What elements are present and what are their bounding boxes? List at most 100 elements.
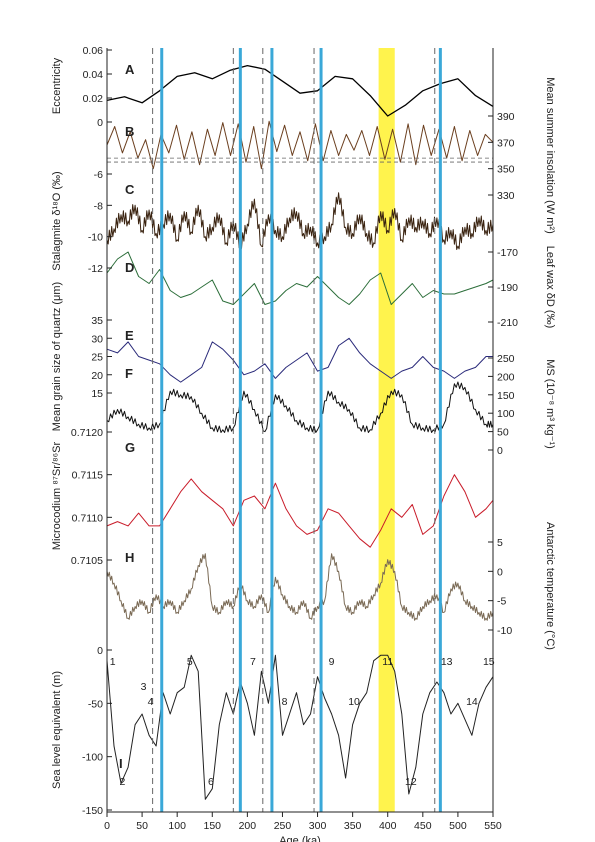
panel-D-tick-label: -210 bbox=[497, 317, 518, 329]
panel-H-tick-label: 0 bbox=[497, 566, 503, 578]
panel-letter-D: D bbox=[125, 260, 134, 275]
x-tick-label-450: 450 bbox=[414, 820, 432, 832]
vertical-marker-lines bbox=[152, 48, 442, 812]
panel-G-tick-label: 0.7105 bbox=[71, 555, 103, 567]
mis-label-14: 14 bbox=[466, 696, 478, 708]
mis-label-4: 4 bbox=[148, 696, 154, 708]
panel-G-tick-label: 0.7110 bbox=[72, 512, 103, 524]
panel-letter-C: C bbox=[125, 182, 135, 197]
panel-C-tick-label: -10 bbox=[88, 232, 103, 244]
panel-F-tick-label: 200 bbox=[497, 371, 515, 383]
mis-label-10: 10 bbox=[348, 696, 360, 708]
panel-B-ylabel: Mean summer insolation (W m²) bbox=[544, 77, 556, 233]
panel-E-tick-label: 20 bbox=[91, 370, 103, 382]
panel-D-tick-label: -170 bbox=[497, 247, 518, 259]
panel-C-tick-label: -12 bbox=[88, 263, 103, 275]
panel-E-tick-label: 35 bbox=[91, 315, 103, 327]
panel-A-tick-label: 0.04 bbox=[83, 69, 104, 81]
panel-letter-G: G bbox=[125, 440, 135, 455]
panel-E-tick-label: 15 bbox=[91, 388, 103, 400]
panel-E-tick-label: 25 bbox=[91, 352, 103, 364]
series-G bbox=[106, 474, 494, 548]
panel-H-tick-label: -5 bbox=[497, 596, 506, 608]
panel-letter-F: F bbox=[125, 366, 133, 381]
x-tick-label-100: 100 bbox=[168, 820, 186, 832]
series-C bbox=[106, 192, 494, 250]
mis-label-5: 5 bbox=[187, 656, 193, 668]
panel-B-tick-label: 390 bbox=[497, 111, 515, 123]
panel-F-tick-label: 150 bbox=[497, 390, 515, 402]
mis-label-2: 2 bbox=[120, 776, 126, 788]
panel-A-ylabel: Eccentricity bbox=[51, 57, 63, 114]
series-I bbox=[106, 654, 494, 800]
panel-I-tick-label: -150 bbox=[82, 805, 103, 817]
x-tick-label-300: 300 bbox=[309, 820, 327, 832]
panel-D-ylabel: Leaf wax δD (‰) bbox=[544, 246, 556, 329]
mis-label-13: 13 bbox=[441, 656, 453, 668]
panel-G-tick-label: 0.7115 bbox=[72, 470, 103, 482]
x-tick-label-0: 0 bbox=[104, 820, 110, 832]
panel-G-ylabel: Microcodium ⁸⁷Sr/⁸⁶Sr bbox=[51, 442, 63, 551]
panel-A-tick-label: 0.06 bbox=[83, 45, 104, 57]
panel-E-tick-label: 30 bbox=[91, 333, 103, 345]
panel-F-tick-label: 100 bbox=[497, 408, 515, 420]
x-tick-label-50: 50 bbox=[136, 820, 148, 832]
x-tick-label-150: 150 bbox=[204, 820, 222, 832]
panel-E-ylabel: Mean grain size of quartz (μm) bbox=[51, 282, 63, 431]
mis-label-9: 9 bbox=[329, 656, 335, 668]
x-tick-label-200: 200 bbox=[239, 820, 257, 832]
panel-A-tick-label: 0 bbox=[97, 117, 103, 129]
mis-label-11: 11 bbox=[382, 656, 393, 668]
panel-H-tick-label: -10 bbox=[497, 625, 512, 637]
highlight-band-11 bbox=[378, 48, 395, 812]
panel-C-ylabel: Stalagmite δ¹⁸O (‰) bbox=[51, 171, 63, 270]
mis-label-7: 7 bbox=[250, 656, 256, 668]
x-tick-label-550: 550 bbox=[484, 820, 502, 832]
data-curves bbox=[106, 64, 494, 800]
panel-H-tick-label: 5 bbox=[497, 537, 503, 549]
panel-I-ylabel: Sea level equivalent (m) bbox=[51, 671, 63, 789]
panel-F-tick-label: 250 bbox=[497, 353, 515, 365]
mis-label-6: 6 bbox=[208, 776, 214, 788]
panel-G-tick-label: 0.7120 bbox=[71, 427, 103, 439]
axes bbox=[106, 48, 494, 817]
highlight-bands bbox=[378, 48, 395, 812]
panel-letter-I: I bbox=[119, 756, 123, 771]
panel-letter-B: B bbox=[125, 124, 134, 139]
panel-I-tick-label: -50 bbox=[88, 698, 103, 710]
panel-letter-E: E bbox=[125, 328, 134, 343]
x-axis-label: Age (ka) bbox=[279, 835, 321, 842]
panel-letter-A: A bbox=[125, 62, 135, 77]
panel-F-ylabel: MS (10⁻⁸ m³ kg⁻¹) bbox=[544, 359, 556, 449]
panel-A-tick-label: 0.02 bbox=[83, 93, 104, 105]
panel-F-tick-label: 50 bbox=[497, 427, 509, 439]
series-B bbox=[106, 120, 494, 170]
panel-I-tick-label: -100 bbox=[82, 752, 103, 764]
mis-label-1: 1 bbox=[110, 656, 116, 668]
panel-F-tick-label: 0 bbox=[497, 445, 503, 457]
panel-B-tick-label: 350 bbox=[497, 164, 515, 176]
mis-label-8: 8 bbox=[282, 696, 288, 708]
panel-C-tick-label: -6 bbox=[94, 169, 103, 181]
panel-C-tick-label: -8 bbox=[94, 200, 103, 212]
x-tick-label-400: 400 bbox=[379, 820, 397, 832]
series-H bbox=[106, 553, 494, 621]
panel-B-tick-label: 370 bbox=[497, 137, 515, 149]
panel-B-tick-label: 330 bbox=[497, 190, 515, 202]
panel-I-tick-label: 0 bbox=[97, 645, 103, 657]
panel-H-ylabel: Antarctic temperature (°C) bbox=[544, 522, 556, 650]
x-tick-label-250: 250 bbox=[274, 820, 292, 832]
panel-D-tick-label: -190 bbox=[497, 282, 518, 294]
x-tick-label-500: 500 bbox=[449, 820, 467, 832]
series-F bbox=[106, 381, 494, 433]
mis-label-15: 15 bbox=[483, 656, 495, 668]
x-tick-label-350: 350 bbox=[344, 820, 362, 832]
series-E bbox=[106, 337, 493, 383]
mis-label-12: 12 bbox=[405, 776, 417, 788]
series-A bbox=[106, 64, 494, 117]
panel-letter-H: H bbox=[125, 550, 134, 565]
series-D bbox=[106, 251, 494, 305]
mis-label-3: 3 bbox=[141, 681, 147, 693]
